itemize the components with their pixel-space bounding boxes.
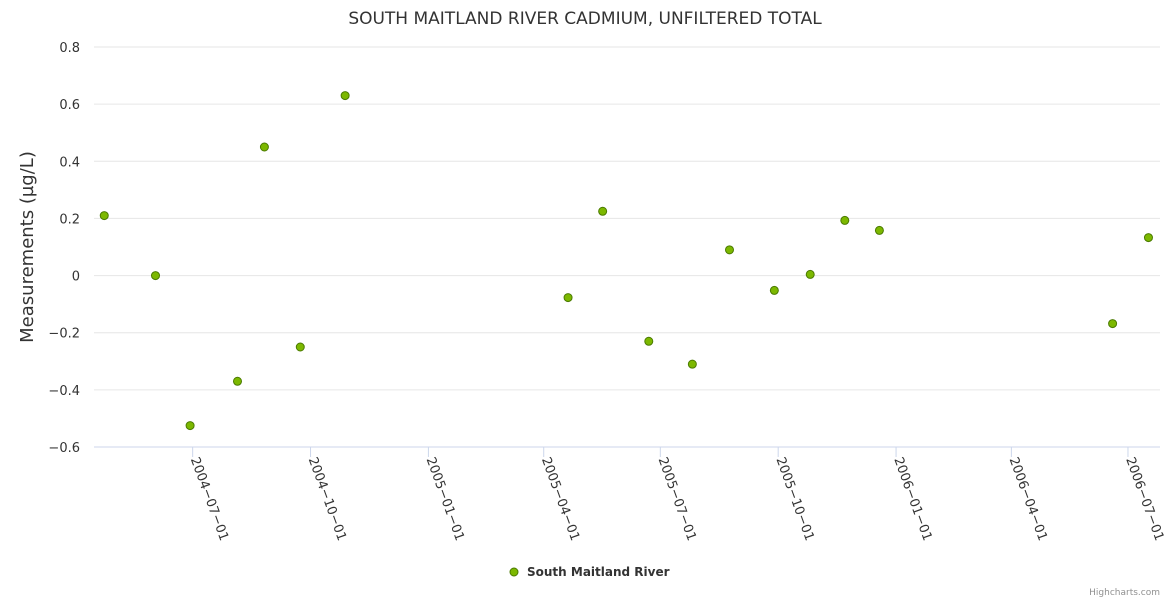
data-point[interactable] (687, 359, 697, 369)
data-point[interactable] (151, 271, 160, 281)
data-point[interactable] (295, 342, 305, 352)
y-tick-label: 0 (72, 270, 80, 285)
x-tick-label: 2006−07−01 (1122, 455, 1166, 543)
legend-item[interactable]: South Maitland River (509, 565, 670, 579)
y-tick-label: −0.2 (48, 327, 80, 342)
x-tick-label: 2005−01−01 (423, 455, 467, 543)
x-tick-label: 2004−07−01 (187, 455, 231, 543)
x-tick-label: 2004−10−01 (305, 455, 349, 543)
legend-marker-icon (509, 567, 519, 577)
data-point[interactable] (1108, 319, 1118, 329)
data-point[interactable] (874, 225, 884, 235)
data-point[interactable] (99, 211, 109, 221)
x-tick-label: 2005−07−01 (655, 455, 699, 543)
x-tick-label: 2006−04−01 (1006, 455, 1050, 543)
y-tick-label: −0.6 (48, 441, 80, 456)
data-point[interactable] (185, 421, 195, 431)
y-tick-label: 0.2 (59, 212, 80, 227)
data-point[interactable] (644, 336, 654, 346)
data-point[interactable] (840, 215, 850, 225)
y-tick-label: 0.4 (59, 155, 80, 170)
data-point[interactable] (805, 269, 815, 279)
x-tick-label: 2005−04−01 (538, 455, 582, 543)
chart-title: SOUTH MAITLAND RIVER CADMIUM, UNFILTERED… (348, 9, 822, 29)
y-tick-label: −0.4 (48, 384, 80, 399)
y-axis-label: Measurements (µg/L) (17, 151, 38, 343)
legend-label: South Maitland River (527, 565, 670, 579)
data-point[interactable] (725, 245, 734, 255)
data-point[interactable] (598, 206, 608, 216)
data-point[interactable] (259, 142, 269, 152)
data-point[interactable] (340, 91, 350, 101)
credits-link[interactable]: Highcharts.com (1089, 588, 1160, 598)
data-point[interactable] (563, 293, 573, 303)
y-tick-label: 0.6 (59, 98, 80, 113)
data-point[interactable] (1143, 233, 1153, 243)
x-tick-label: 2006−01−01 (890, 455, 934, 543)
y-tick-label: 0.8 (59, 41, 80, 56)
data-point[interactable] (769, 285, 779, 295)
data-point[interactable] (233, 376, 242, 386)
x-tick-label: 2005−10−01 (772, 455, 816, 543)
